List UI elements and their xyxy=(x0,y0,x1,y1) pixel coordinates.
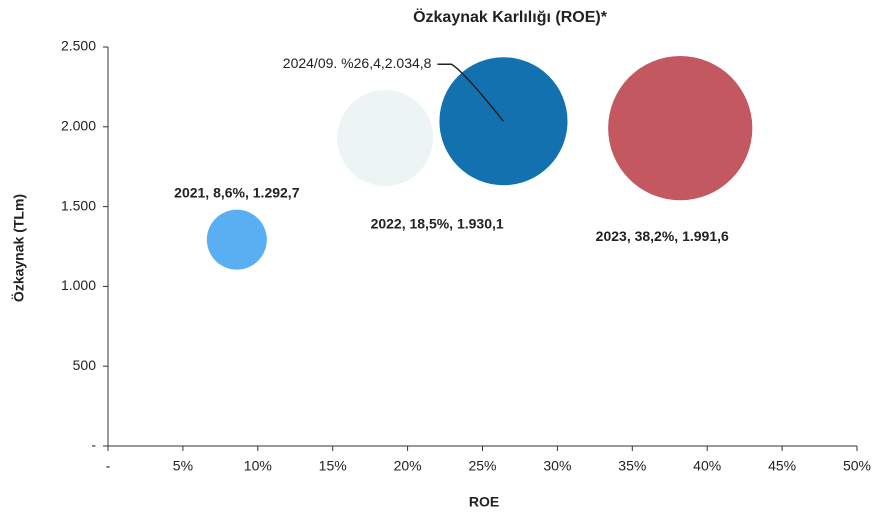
x-tick-label: 20% xyxy=(394,458,422,474)
x-tick-label: 10% xyxy=(244,458,272,474)
data-label: 2022, 18,5%, 1.930,1 xyxy=(371,216,504,232)
bubble xyxy=(206,209,267,270)
x-tick-label: 45% xyxy=(768,458,796,474)
y-tick-label: 1.500 xyxy=(61,197,96,213)
bubble xyxy=(337,89,434,186)
y-tick-label: 2.500 xyxy=(61,38,96,54)
x-axis-label: ROE xyxy=(469,494,499,510)
leader-line xyxy=(437,63,505,122)
x-tick-label: 15% xyxy=(319,458,347,474)
x-tick-label: - xyxy=(106,458,111,474)
x-tick-label: 30% xyxy=(543,458,571,474)
x-tick-label: 25% xyxy=(468,458,496,474)
bubble xyxy=(608,56,753,201)
x-tick-label: 35% xyxy=(618,458,646,474)
y-tick-label: 1.000 xyxy=(61,277,96,293)
data-label: 2024/09. %26,4,2.034,8 xyxy=(283,55,432,71)
y-tick-label: - xyxy=(91,437,96,453)
y-tick-label: 2.000 xyxy=(61,118,96,134)
x-tick-label: 50% xyxy=(843,458,871,474)
x-tick-label: 5% xyxy=(173,458,193,474)
x-tick-label: 40% xyxy=(693,458,721,474)
y-axis-label: Özkaynak (TLm) xyxy=(11,194,27,302)
chart-title: Özkaynak Karlılığı (ROE)* xyxy=(413,7,608,26)
data-label: 2023, 38,2%, 1.991,6 xyxy=(596,228,729,244)
y-tick-label: 500 xyxy=(73,357,97,373)
data-label: 2021, 8,6%, 1.292,7 xyxy=(174,184,300,200)
